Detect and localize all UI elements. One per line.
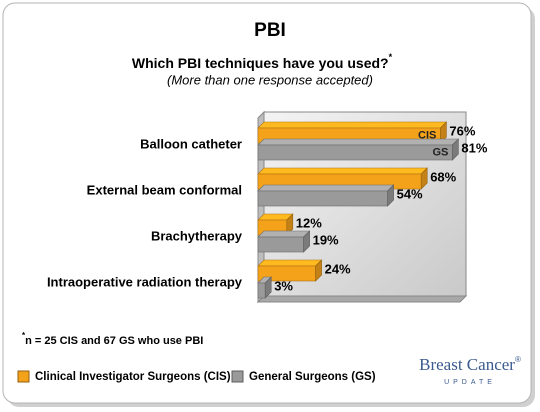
footnote-mark: * (22, 331, 26, 340)
value-label: 12% (296, 215, 322, 230)
bar (257, 259, 323, 282)
value-label: 3% (274, 278, 293, 293)
bar-end (420, 167, 428, 190)
bar-top (257, 138, 460, 146)
bar-end (303, 230, 310, 253)
legend-swatch (231, 370, 244, 383)
value-label: 19% (313, 232, 339, 247)
bar-top (257, 230, 311, 238)
value-label: 76% (449, 123, 475, 138)
logo-tagline: UPDATE (444, 379, 496, 386)
floor (256, 295, 468, 303)
bar-front (257, 190, 388, 207)
bar-end (440, 121, 447, 144)
bar-front (257, 236, 304, 253)
bar-top (257, 184, 395, 192)
value-label: 81% (461, 140, 487, 155)
bar (257, 184, 395, 207)
footnote: *n = 25 CIS and 67 GS who use PBI (22, 331, 203, 347)
legend-swatch (17, 370, 30, 383)
bar-label: CIS (418, 129, 436, 141)
bar-label: GS (432, 146, 448, 158)
value-label: 54% (397, 186, 423, 201)
chart-title: PBI (254, 20, 286, 41)
subtitle: Which PBI techniques have you used?* (132, 52, 393, 70)
bar (257, 230, 311, 253)
bar-front (257, 144, 453, 161)
category-label: Intraoperative radiation therapy (47, 274, 243, 289)
legend-label: General Surgeons (GS) (249, 371, 376, 383)
category-label: External beam conformal (87, 182, 242, 197)
logo-name: Breast Cancer (419, 355, 515, 374)
bar-front (257, 282, 266, 299)
bar-top (257, 167, 428, 175)
bar-end (387, 184, 394, 207)
bar-top (257, 259, 323, 267)
bar-top (257, 121, 448, 129)
logo: Breast Cancer® (419, 355, 521, 374)
subtitle-mark: * (389, 52, 393, 62)
footnote-text: n = 25 CIS and 67 GS who use PBI (25, 335, 203, 347)
value-label: 24% (325, 261, 351, 276)
legend-label: Clinical Investigator Surgeons (CIS) (35, 371, 231, 383)
category-label: Balloon catheter (140, 136, 242, 151)
subtitle-text: Which PBI techniques have you used? (132, 55, 389, 71)
category-label: Brachytherapy (151, 228, 243, 243)
bar-end (315, 259, 322, 282)
logo-mark: ® (515, 355, 521, 364)
bar-end (452, 138, 459, 161)
bar-end (286, 213, 294, 236)
bar (257, 138, 460, 161)
bar (257, 276, 272, 299)
note: (More than one response accepted) (167, 72, 373, 87)
bar-end (264, 276, 272, 299)
value-label: 68% (430, 169, 456, 184)
